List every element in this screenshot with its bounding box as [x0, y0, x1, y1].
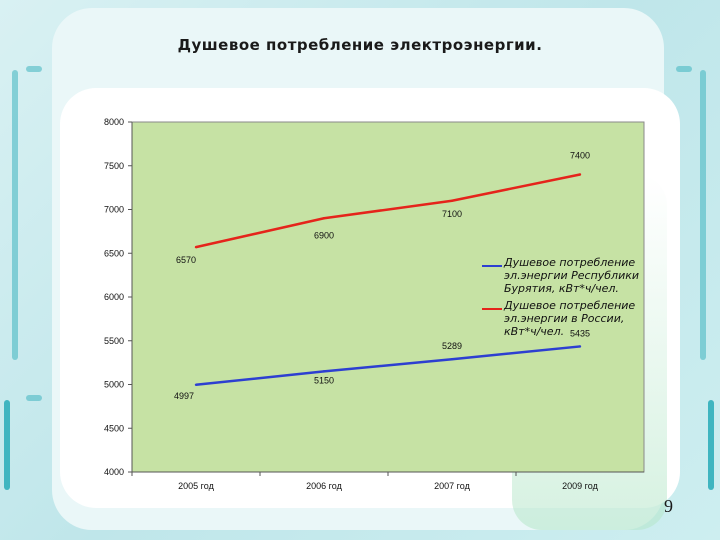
decor-bar-left-vertical — [12, 70, 18, 360]
data-label: 5150 — [314, 375, 334, 385]
data-labels: 4997 5150 5289 5435 6570 6900 7100 7400 — [174, 151, 590, 401]
x-tick-labels: 2005 год 2006 год 2007 год 2009 год — [178, 481, 598, 491]
data-label: 7400 — [570, 151, 590, 161]
data-point — [450, 199, 454, 202]
legend-item-russia: Душевое потребление эл.энергии в России,… — [482, 299, 652, 338]
data-point — [450, 358, 454, 361]
y-tick-label: 5500 — [104, 336, 124, 346]
data-point — [322, 370, 326, 373]
data-label: 6570 — [176, 255, 196, 265]
data-label: 5289 — [442, 341, 462, 351]
series-line-0 — [195, 345, 581, 387]
series-lines — [194, 173, 582, 387]
data-label: 5435 — [570, 328, 590, 338]
y-tick-label: 4000 — [104, 467, 124, 477]
x-tick-label: 2006 год — [306, 481, 342, 491]
y-tick-label: 6000 — [104, 292, 124, 302]
decor-bar-left-accent — [4, 400, 10, 490]
y-tick-labels: 4000 4500 5000 5500 6000 6500 7000 7500 8000 — [104, 117, 124, 477]
legend-label-russia: Душевое потребление эл.энергии в России,… — [504, 299, 636, 338]
y-tick-label: 6500 — [104, 248, 124, 258]
data-label: 6900 — [314, 230, 334, 240]
decor-bar-left-bottom — [26, 395, 42, 401]
x-tick-label: 2007 год — [434, 481, 470, 491]
decor-bar-right-vertical — [700, 70, 706, 360]
y-tick-label: 4500 — [104, 423, 124, 433]
y-tick-label: 5000 — [104, 380, 124, 390]
axes — [128, 121, 644, 476]
plot-area — [131, 121, 645, 473]
legend-swatch-buryatia — [482, 265, 502, 267]
legend-label-buryatia: Душевое потребление эл.энергии Республик… — [504, 256, 640, 295]
data-point — [194, 245, 198, 249]
legend-swatch-russia — [482, 308, 502, 310]
y-tick-label: 7000 — [104, 205, 124, 215]
data-label: 4997 — [174, 391, 194, 401]
series-line-1 — [195, 173, 581, 249]
x-tick-label: 2009 год — [562, 481, 598, 491]
decor-bar-right-top — [676, 66, 692, 72]
decor-bar-right-accent — [708, 400, 714, 490]
y-tick-label: 8000 — [104, 117, 124, 127]
legend: Душевое потребление эл.энергии Республик… — [482, 256, 652, 342]
legend-item-buryatia: Душевое потребление эл.энергии Республик… — [482, 256, 652, 295]
y-tick-label: 7500 — [104, 161, 124, 171]
data-point — [578, 173, 582, 176]
data-point — [322, 217, 326, 220]
data-point — [578, 345, 582, 348]
page-number: 9 — [664, 496, 673, 516]
decor-bar-left-top — [26, 66, 42, 72]
data-point — [194, 383, 198, 386]
data-label: 7100 — [442, 209, 462, 219]
slide-title: Душевое потребление электроэнергии. — [177, 36, 543, 54]
x-tick-label: 2005 год — [178, 481, 214, 491]
